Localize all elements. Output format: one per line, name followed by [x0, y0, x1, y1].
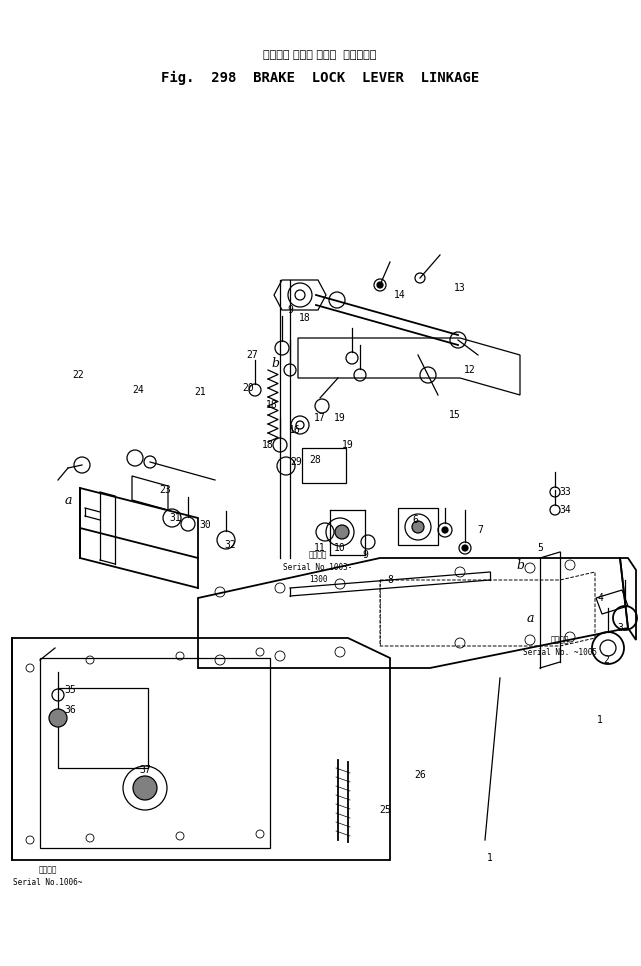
Text: 33: 33	[559, 487, 571, 497]
Text: a: a	[526, 611, 534, 624]
Text: 32: 32	[224, 540, 236, 550]
Text: Serial No.1006~: Serial No.1006~	[13, 877, 83, 887]
Text: 36: 36	[64, 705, 76, 715]
Text: 35: 35	[64, 685, 76, 695]
Text: 24: 24	[132, 385, 144, 395]
Bar	[58, 688, 148, 768]
Text: 21: 21	[194, 387, 206, 397]
Text: 8: 8	[387, 575, 393, 585]
Text: 5: 5	[537, 543, 543, 553]
Text: 27: 27	[246, 350, 258, 360]
Text: Serial No.1003-: Serial No.1003-	[283, 562, 353, 572]
Text: 適用号機: 適用号機	[38, 866, 57, 874]
Text: 17: 17	[314, 413, 326, 423]
Circle shape	[133, 776, 157, 800]
Text: 34: 34	[559, 505, 571, 515]
Text: 37: 37	[139, 765, 151, 775]
Text: 4: 4	[597, 593, 603, 603]
Text: 26: 26	[414, 770, 426, 780]
Text: 11: 11	[314, 543, 326, 553]
Text: 20: 20	[242, 383, 254, 393]
Text: 19: 19	[342, 440, 354, 450]
Circle shape	[49, 709, 67, 727]
Circle shape	[377, 282, 383, 288]
Text: 13: 13	[454, 283, 466, 293]
Text: a: a	[64, 494, 72, 506]
Text: 1: 1	[487, 853, 493, 863]
Text: 10: 10	[334, 543, 346, 553]
Text: 16: 16	[289, 425, 301, 435]
Text: Serial No. ~1005: Serial No. ~1005	[523, 647, 597, 657]
Text: 6: 6	[412, 515, 418, 525]
Text: 18: 18	[262, 440, 274, 450]
Text: 23: 23	[159, 485, 171, 495]
Text: 12: 12	[464, 365, 476, 375]
Text: 30: 30	[199, 520, 211, 530]
Circle shape	[462, 545, 468, 551]
Bar	[302, 448, 346, 483]
Text: 19: 19	[334, 413, 346, 423]
Text: 15: 15	[449, 410, 461, 420]
Text: 18: 18	[299, 313, 311, 323]
Text: 29: 29	[290, 457, 302, 467]
Text: 9: 9	[287, 305, 293, 315]
Text: 28: 28	[309, 455, 321, 465]
Text: 22: 22	[72, 370, 84, 380]
Text: b: b	[516, 558, 524, 572]
Text: 14: 14	[394, 290, 406, 300]
Text: 18: 18	[266, 400, 278, 410]
Text: 25: 25	[379, 805, 391, 815]
Text: Fig.  298  BRAKE  LOCK  LEVER  LINKAGE: Fig. 298 BRAKE LOCK LEVER LINKAGE	[161, 71, 479, 85]
Text: 9: 9	[362, 550, 368, 560]
Text: 7: 7	[477, 525, 483, 535]
Text: 1: 1	[597, 715, 603, 725]
Text: 適用号機: 適用号機	[551, 636, 569, 644]
Circle shape	[335, 525, 349, 539]
Text: ブレーキ ロック レバー  リンケージ: ブレーキ ロック レバー リンケージ	[263, 50, 377, 60]
Text: 適用号機: 適用号機	[309, 551, 328, 559]
Circle shape	[412, 521, 424, 533]
Text: 31: 31	[169, 513, 181, 523]
Text: 1300: 1300	[309, 575, 328, 583]
Text: 3: 3	[617, 623, 623, 633]
Text: b: b	[271, 356, 279, 370]
Circle shape	[442, 527, 448, 533]
Text: 2: 2	[603, 655, 609, 665]
